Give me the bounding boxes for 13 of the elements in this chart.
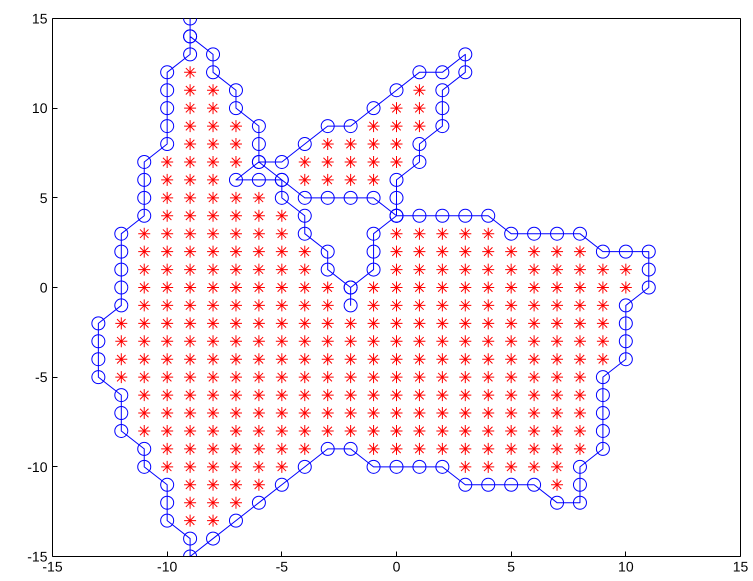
y-tick-label: 5: [40, 190, 48, 206]
y-tick-label: -15: [27, 548, 48, 564]
x-tick-label: -5: [276, 558, 288, 574]
x-tick-label: 0: [392, 558, 401, 574]
x-tick-label: 10: [618, 558, 634, 574]
y-tick-label: -10: [27, 458, 48, 475]
y-tick-label: 15: [32, 10, 48, 26]
x-tick-label: 15: [732, 558, 748, 574]
x-tick-label: -10: [157, 558, 178, 574]
y-tick-label: 0: [40, 280, 48, 296]
y-tick-label: -5: [35, 369, 48, 386]
y-tick-label: 10: [32, 100, 48, 116]
x-tick-label: 5: [507, 558, 516, 574]
